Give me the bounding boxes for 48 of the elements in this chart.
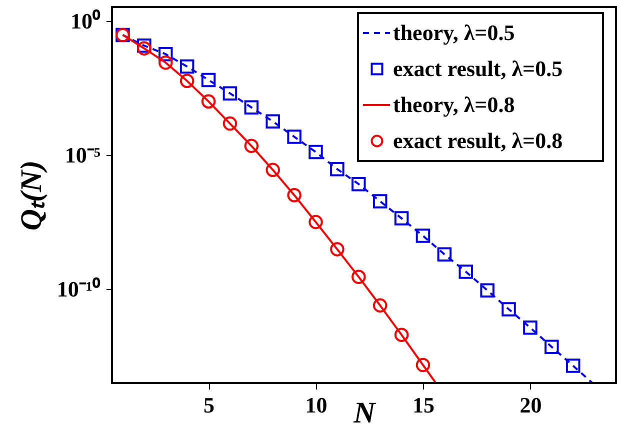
point <box>222 116 238 131</box>
point <box>180 59 194 74</box>
point <box>372 298 388 312</box>
legend-label: exact result, λ=0.8 <box>393 128 563 153</box>
point <box>416 358 430 372</box>
point <box>222 86 238 100</box>
y-axis-title: Qₜ(N) <box>14 160 48 231</box>
point <box>544 340 559 354</box>
point <box>266 114 280 129</box>
point <box>244 138 259 153</box>
point <box>180 74 194 88</box>
point <box>523 320 538 335</box>
point <box>330 242 344 256</box>
x-tick-label: 10 <box>305 392 328 418</box>
x-tick-label: 20 <box>520 392 542 418</box>
point <box>308 144 323 160</box>
y-tick-label: 10⁻¹⁰ <box>56 276 100 302</box>
point <box>287 188 302 202</box>
y-tick-label: 10⁻⁵ <box>64 142 101 168</box>
point <box>352 270 366 284</box>
legend-label: exact result, λ=0.5 <box>393 56 563 81</box>
point <box>287 130 302 144</box>
point <box>416 228 430 243</box>
point <box>244 100 259 114</box>
x-tick-label: 15 <box>412 392 434 418</box>
point <box>502 302 516 316</box>
point <box>308 214 323 230</box>
point <box>458 264 473 279</box>
legend-label: theory, λ=0.5 <box>393 20 515 45</box>
point <box>330 162 344 176</box>
point <box>372 194 388 208</box>
legend-label: theory, λ=0.8 <box>393 92 515 117</box>
point <box>480 283 494 298</box>
point <box>158 55 173 70</box>
point <box>352 176 366 192</box>
y-tick-label: 10⁰ <box>70 8 100 34</box>
x-axis-title: N <box>352 396 377 430</box>
point <box>158 46 173 62</box>
point <box>201 72 216 88</box>
x-tick-label: 5 <box>204 392 215 418</box>
point <box>137 41 152 56</box>
point <box>437 247 452 262</box>
point <box>201 94 216 109</box>
point <box>566 358 580 373</box>
point <box>266 162 280 178</box>
point <box>394 211 409 226</box>
point <box>394 328 409 342</box>
point <box>137 38 152 53</box>
